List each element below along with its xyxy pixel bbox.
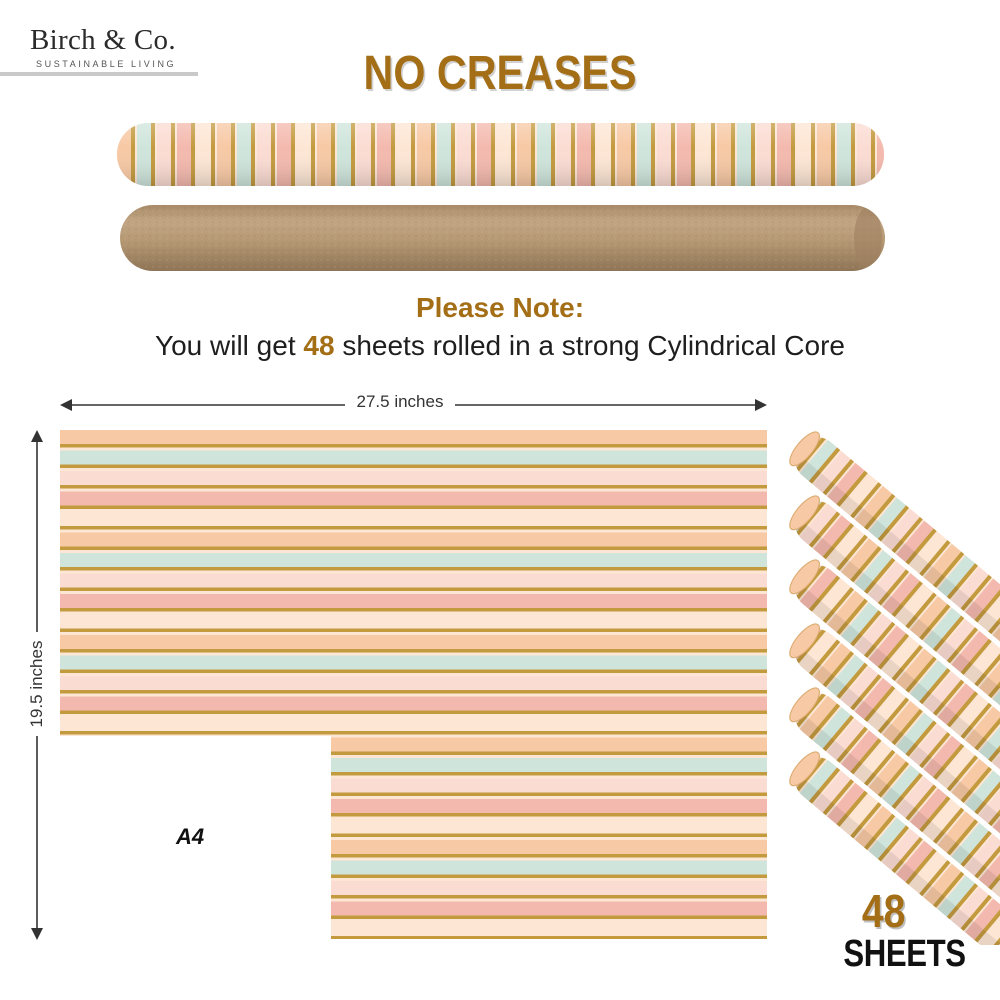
sheet-gold-line <box>60 485 767 489</box>
sheet-band <box>60 573 767 588</box>
sheet-band <box>60 635 767 649</box>
sheet-band <box>60 532 767 547</box>
width-label: 27.5 inches <box>345 392 455 412</box>
sheet-gold-line <box>60 690 767 694</box>
stacked-rolls-image <box>785 428 1000 945</box>
sheet-gold-line <box>60 567 767 571</box>
rolls-stack <box>780 415 1000 945</box>
width-arrow-right-head <box>755 399 767 411</box>
stacked-roll <box>785 556 1000 822</box>
sheet-band <box>60 594 767 608</box>
a4-cutout <box>60 736 331 939</box>
note-suffix: sheets rolled in a strong Cylindrical Co… <box>334 330 845 361</box>
wrapping-sheet <box>60 430 767 940</box>
sheet-gold-line <box>60 710 767 714</box>
sheet-gold-line <box>60 895 767 899</box>
sheet-gold-line <box>60 526 767 530</box>
sheet-gold-line <box>60 649 767 653</box>
sheet-gold-line <box>60 936 767 940</box>
sheet-gold-line <box>60 915 767 919</box>
brand-logo: Birch & Co. SUSTAINABLE LIVING <box>0 22 200 80</box>
stacked-roll <box>785 748 1000 945</box>
a4-label: A4 <box>176 824 205 849</box>
sheet-gold-line <box>60 772 767 776</box>
brand-underline <box>0 72 198 76</box>
height-arrow-top-head <box>31 430 43 442</box>
sheet-band <box>60 471 767 485</box>
sheet-gold-line <box>60 444 767 448</box>
sheet-gold-line <box>60 833 767 837</box>
sheet-band <box>60 655 767 670</box>
kraft-tube-image <box>120 205 885 271</box>
sheet-gold-line <box>60 792 767 796</box>
sheet-gold-line <box>60 587 767 591</box>
sheets-word: SHEETS <box>843 933 966 975</box>
headline: NO CREASES <box>363 47 637 100</box>
striped-paper-roll <box>117 123 884 186</box>
height-label: 19.5 inches <box>27 632 47 736</box>
stacked-roll <box>785 428 1000 694</box>
sheet-gold-line <box>60 464 767 468</box>
sheet-gold-line <box>60 669 767 673</box>
sheet-band <box>60 512 767 526</box>
sheet-band <box>60 430 767 444</box>
sheet-band <box>60 696 767 711</box>
sheet-band <box>60 491 767 506</box>
sheet-band <box>60 614 767 629</box>
sheet-band <box>60 717 767 731</box>
stacked-roll <box>785 684 1000 945</box>
striped-roll-image <box>117 123 884 186</box>
sheet-band <box>60 450 767 465</box>
width-arrow-left-head <box>60 399 72 411</box>
sheet-gold-line <box>60 628 767 632</box>
sheet-gold-line <box>60 546 767 550</box>
note-body: You will get 48 sheets rolled in a stron… <box>0 330 1000 362</box>
sheet-band <box>60 676 767 690</box>
brand-tagline: SUSTAINABLE LIVING <box>36 59 177 69</box>
brand-name: Birch & Co. <box>30 24 176 56</box>
sheet-gold-line <box>60 813 767 817</box>
sheet-gold-line <box>60 731 767 735</box>
striped-sheet-image <box>60 430 767 940</box>
sheet-gold-line <box>60 854 767 858</box>
sheet-gold-line <box>60 874 767 878</box>
sheet-gold-line <box>60 608 767 612</box>
stacked-roll <box>785 492 1000 758</box>
sheet-gold-line <box>60 751 767 755</box>
stacked-roll <box>785 620 1000 886</box>
note-title: Please Note: <box>415 292 585 323</box>
sheet-gold-line <box>60 505 767 509</box>
height-arrow-bottom-head <box>31 928 43 940</box>
sheet-band <box>60 553 767 567</box>
kraft-core-tube <box>120 205 885 271</box>
note-count: 48 <box>303 330 335 361</box>
sheets-count: 48 <box>861 885 906 937</box>
note-prefix: You will get <box>154 330 304 361</box>
